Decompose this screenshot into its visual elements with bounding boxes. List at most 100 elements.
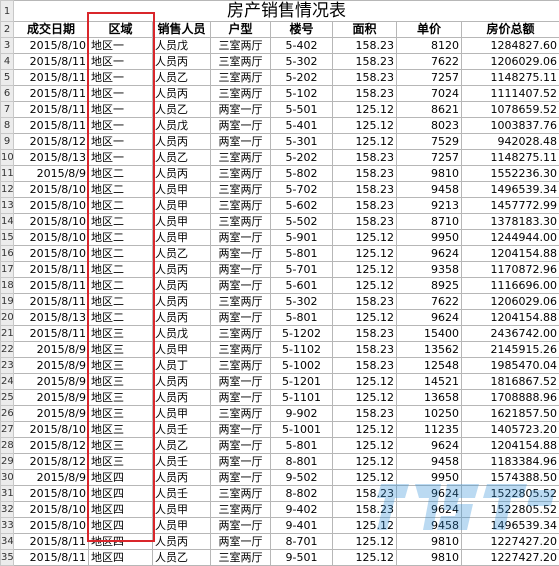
- cell-building[interactable]: 5-802: [271, 166, 333, 182]
- cell-date[interactable]: 2015/8/10: [14, 246, 89, 262]
- cell-layout[interactable]: 两室一厅: [211, 230, 271, 246]
- cell-salesperson[interactable]: 人员乙: [153, 246, 211, 262]
- cell-building[interactable]: 5-502: [271, 214, 333, 230]
- cell-region[interactable]: 地区四: [89, 486, 153, 502]
- cell-salesperson[interactable]: 人员丙: [153, 390, 211, 406]
- header-building[interactable]: 楼号: [271, 22, 333, 38]
- cell-date[interactable]: 2015/8/11: [14, 86, 89, 102]
- cell-unit-price[interactable]: 14521: [397, 374, 462, 390]
- cell-total-price[interactable]: 2436742.00: [462, 326, 559, 342]
- row-number[interactable]: 22: [1, 342, 14, 358]
- cell-building[interactable]: 5-601: [271, 278, 333, 294]
- cell-region[interactable]: 地区二: [89, 182, 153, 198]
- header-total-price[interactable]: 房价总额: [462, 22, 559, 38]
- cell-date[interactable]: 2015/8/11: [14, 294, 89, 310]
- cell-total-price[interactable]: 1227427.20: [462, 550, 559, 566]
- cell-area[interactable]: 158.23: [333, 406, 397, 422]
- cell-region[interactable]: 地区二: [89, 310, 153, 326]
- cell-area[interactable]: 125.12: [333, 422, 397, 438]
- cell-layout[interactable]: 三室两厅: [211, 486, 271, 502]
- cell-area[interactable]: 158.23: [333, 182, 397, 198]
- cell-region[interactable]: 地区三: [89, 390, 153, 406]
- cell-area[interactable]: 125.12: [333, 102, 397, 118]
- cell-building[interactable]: 5-701: [271, 262, 333, 278]
- cell-region[interactable]: 地区四: [89, 534, 153, 550]
- cell-unit-price[interactable]: 10250: [397, 406, 462, 422]
- cell-building[interactable]: 5-301: [271, 134, 333, 150]
- cell-layout[interactable]: 三室两厅: [211, 326, 271, 342]
- cell-salesperson[interactable]: 人员丙: [153, 262, 211, 278]
- row-number[interactable]: 12: [1, 182, 14, 198]
- row-number[interactable]: 10: [1, 150, 14, 166]
- cell-layout[interactable]: 两室一厅: [211, 310, 271, 326]
- cell-building[interactable]: 5-302: [271, 294, 333, 310]
- cell-unit-price[interactable]: 9458: [397, 182, 462, 198]
- cell-date[interactable]: 2015/8/9: [14, 390, 89, 406]
- row-number[interactable]: 23: [1, 358, 14, 374]
- cell-layout[interactable]: 三室两厅: [211, 214, 271, 230]
- cell-salesperson[interactable]: 人员甲: [153, 230, 211, 246]
- cell-area[interactable]: 158.23: [333, 70, 397, 86]
- cell-total-price[interactable]: 1206029.06: [462, 54, 559, 70]
- row-number[interactable]: 25: [1, 390, 14, 406]
- cell-unit-price[interactable]: 13562: [397, 342, 462, 358]
- row-number[interactable]: 24: [1, 374, 14, 390]
- cell-unit-price[interactable]: 12548: [397, 358, 462, 374]
- cell-area[interactable]: 125.12: [333, 454, 397, 470]
- cell-salesperson[interactable]: 人员乙: [153, 438, 211, 454]
- cell-salesperson[interactable]: 人员丙: [153, 166, 211, 182]
- cell-building[interactable]: 9-402: [271, 502, 333, 518]
- cell-region[interactable]: 地区二: [89, 294, 153, 310]
- cell-unit-price[interactable]: 9624: [397, 502, 462, 518]
- cell-unit-price[interactable]: 11235: [397, 422, 462, 438]
- cell-unit-price[interactable]: 9358: [397, 262, 462, 278]
- cell-layout[interactable]: 两室一厅: [211, 278, 271, 294]
- cell-salesperson[interactable]: 人员甲: [153, 518, 211, 534]
- cell-date[interactable]: 2015/8/10: [14, 38, 89, 54]
- row-number[interactable]: 9: [1, 134, 14, 150]
- cell-layout[interactable]: 两室一厅: [211, 454, 271, 470]
- cell-salesperson[interactable]: 人员丙: [153, 134, 211, 150]
- cell-total-price[interactable]: 1204154.88: [462, 438, 559, 454]
- cell-salesperson[interactable]: 人员甲: [153, 214, 211, 230]
- cell-salesperson[interactable]: 人员丙: [153, 470, 211, 486]
- cell-area[interactable]: 158.23: [333, 86, 397, 102]
- cell-layout[interactable]: 两室一厅: [211, 534, 271, 550]
- cell-total-price[interactable]: 942028.48: [462, 134, 559, 150]
- row-number[interactable]: 31: [1, 486, 14, 502]
- cell-total-price[interactable]: 1116696.00: [462, 278, 559, 294]
- cell-layout[interactable]: 两室一厅: [211, 262, 271, 278]
- cell-layout[interactable]: 三室两厅: [211, 358, 271, 374]
- cell-area[interactable]: 125.12: [333, 118, 397, 134]
- cell-unit-price[interactable]: 9950: [397, 230, 462, 246]
- cell-building[interactable]: 9-501: [271, 550, 333, 566]
- cell-salesperson[interactable]: 人员乙: [153, 70, 211, 86]
- cell-area[interactable]: 125.12: [333, 262, 397, 278]
- cell-layout[interactable]: 三室两厅: [211, 550, 271, 566]
- cell-unit-price[interactable]: 9458: [397, 454, 462, 470]
- cell-unit-price[interactable]: 7622: [397, 54, 462, 70]
- cell-layout[interactable]: 两室一厅: [211, 390, 271, 406]
- cell-building[interactable]: 5-1202: [271, 326, 333, 342]
- cell-unit-price[interactable]: 7622: [397, 294, 462, 310]
- cell-date[interactable]: 2015/8/10: [14, 198, 89, 214]
- cell-layout[interactable]: 两室一厅: [211, 118, 271, 134]
- cell-date[interactable]: 2015/8/11: [14, 534, 89, 550]
- cell-total-price[interactable]: 2145915.26: [462, 342, 559, 358]
- cell-building[interactable]: 5-1002: [271, 358, 333, 374]
- cell-area[interactable]: 158.23: [333, 214, 397, 230]
- cell-building[interactable]: 5-602: [271, 198, 333, 214]
- cell-unit-price[interactable]: 7024: [397, 86, 462, 102]
- cell-date[interactable]: 2015/8/9: [14, 406, 89, 422]
- row-number[interactable]: 1: [1, 1, 14, 22]
- cell-salesperson[interactable]: 人员乙: [153, 102, 211, 118]
- cell-date[interactable]: 2015/8/13: [14, 310, 89, 326]
- cell-date[interactable]: 2015/8/11: [14, 102, 89, 118]
- cell-area[interactable]: 125.12: [333, 246, 397, 262]
- row-number[interactable]: 7: [1, 102, 14, 118]
- cell-date[interactable]: 2015/8/10: [14, 502, 89, 518]
- cell-salesperson[interactable]: 人员丙: [153, 86, 211, 102]
- cell-unit-price[interactable]: 9624: [397, 438, 462, 454]
- cell-total-price[interactable]: 1816867.52: [462, 374, 559, 390]
- row-number[interactable]: 26: [1, 406, 14, 422]
